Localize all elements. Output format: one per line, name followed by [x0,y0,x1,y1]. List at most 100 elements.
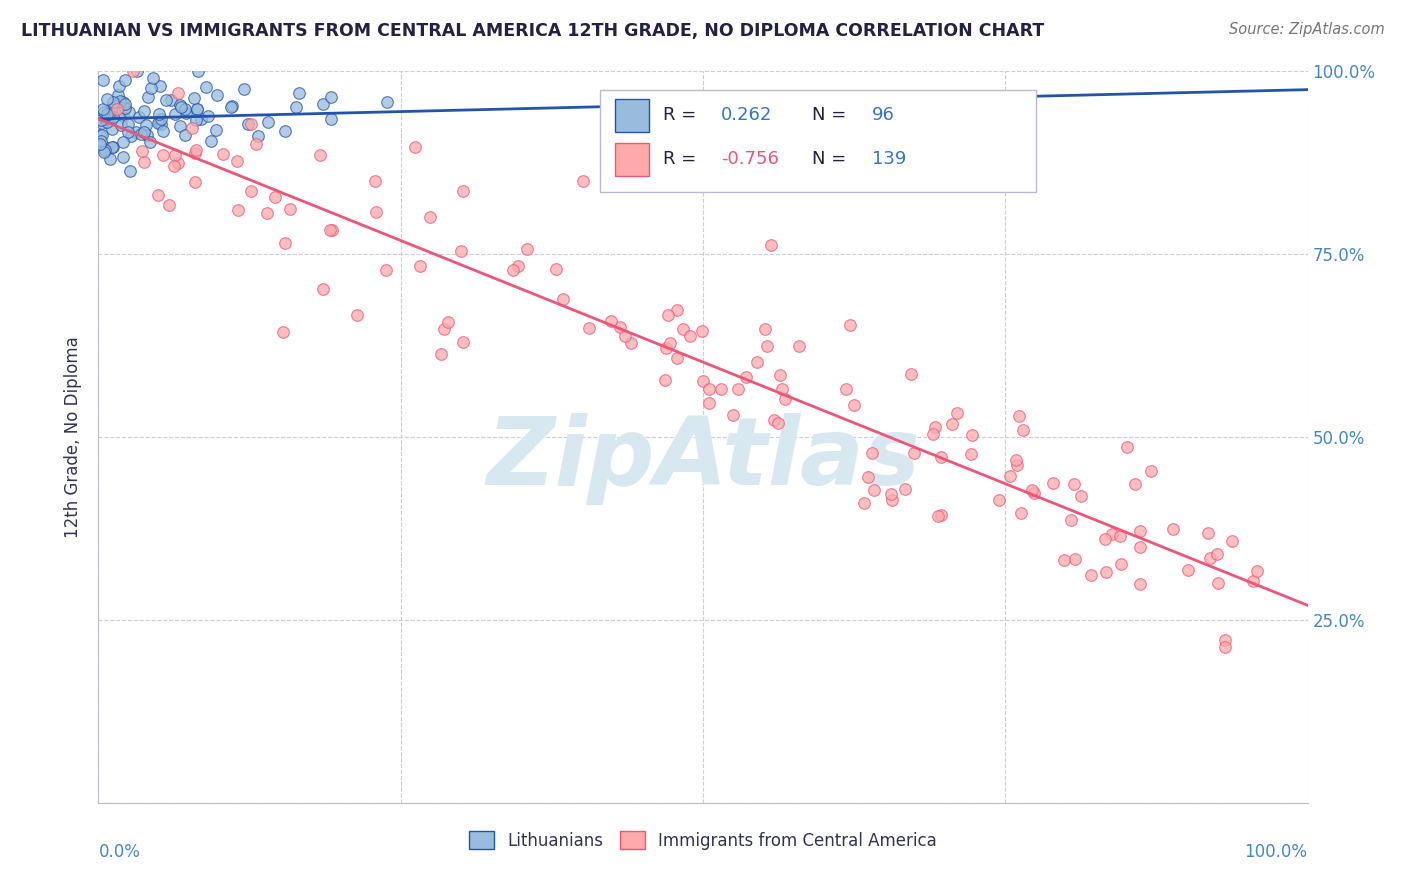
Point [1063,477,1085,491]
Point [181,120,204,135]
Legend: Lithuanians, Immigrants from Central America: Lithuanians, Immigrants from Central Ame… [463,824,943,856]
Bar [614,99,648,132]
FancyBboxPatch shape [600,90,1035,192]
Point [135,119,157,133]
Point [1206,576,1229,591]
Text: 96: 96 [872,106,896,124]
Text: N =: N = [811,150,846,168]
Point [142,70,165,85]
Point [419,210,441,224]
Text: 0.262: 0.262 [721,106,772,124]
Point [90,112,112,127]
Point [1012,424,1035,438]
Point [946,406,969,420]
Point [146,116,169,130]
Point [346,308,368,322]
Point [312,282,335,296]
Point [319,89,342,103]
Point [882,493,904,508]
Point [91,116,114,130]
Point [451,334,474,349]
Point [1220,534,1243,549]
Point [239,184,262,198]
Text: R =: R = [664,106,696,124]
Point [657,308,679,322]
Point [226,154,249,169]
Point [308,147,330,161]
Point [139,135,162,149]
Point [274,235,297,250]
Point [100,103,122,117]
Point [274,124,297,138]
Point [839,318,862,332]
Point [187,64,209,78]
Point [103,104,125,119]
Point [96,115,118,129]
Point [110,118,132,132]
Point [1005,458,1028,472]
Point [1129,524,1152,538]
Point [572,174,595,188]
Point [860,445,883,459]
Bar [614,143,648,176]
Point [1161,522,1184,536]
Point [232,82,254,96]
Point [91,102,114,116]
Point [654,341,676,355]
Point [148,187,170,202]
Point [768,368,790,383]
Point [375,263,398,277]
Point [117,124,139,138]
Point [988,493,1011,508]
Point [1008,409,1031,424]
Point [125,64,148,78]
Point [125,125,148,139]
Point [1140,464,1163,478]
Point [1123,476,1146,491]
Point [240,117,263,131]
Point [155,93,177,107]
Point [186,102,208,116]
Point [1042,475,1064,490]
Point [745,355,768,369]
Point [787,339,810,353]
Point [654,373,676,387]
Point [111,109,134,123]
Point [157,198,180,212]
Point [960,428,983,442]
Point [89,137,111,152]
Point [103,140,125,154]
Point [1011,506,1033,520]
Point [89,128,111,143]
Point [120,129,142,144]
Point [264,190,287,204]
Point [118,105,141,120]
Point [200,134,222,148]
Point [121,64,143,78]
Point [238,117,260,131]
Point [1241,574,1264,588]
Point [90,134,112,148]
Point [959,447,981,461]
Point [761,238,783,252]
Point [578,321,600,335]
Text: LITHUANIAN VS IMMIGRANTS FROM CENTRAL AMERICA 12TH GRADE, NO DIPLOMA CORRELATION: LITHUANIAN VS IMMIGRANTS FROM CENTRAL AM… [21,22,1045,40]
Point [614,328,637,343]
Point [91,73,114,87]
Point [184,176,207,190]
Point [1205,547,1227,561]
Point [941,417,963,431]
Point [1177,563,1199,577]
Point [879,487,901,501]
Point [692,375,714,389]
Text: -0.756: -0.756 [721,150,779,168]
Point [903,446,925,460]
Point [921,426,943,441]
Point [98,152,121,166]
Point [600,314,623,328]
Point [755,339,778,353]
Text: 139: 139 [872,150,907,168]
Point [1021,483,1043,497]
Point [136,90,159,104]
Point [129,127,152,141]
